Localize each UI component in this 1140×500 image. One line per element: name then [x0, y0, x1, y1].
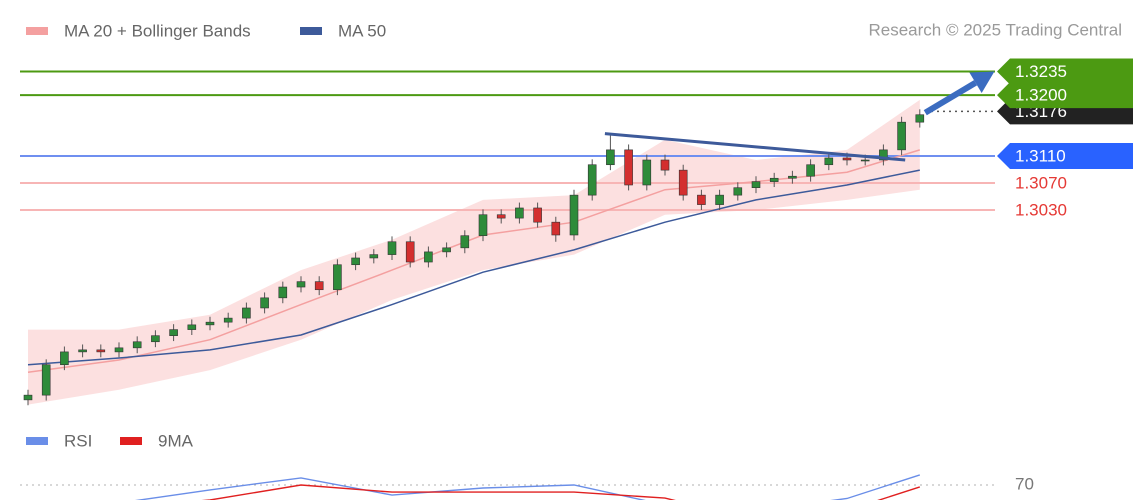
legend-label: MA 20 + Bollinger Bands [64, 21, 251, 40]
candle-body [96, 349, 106, 353]
candle-body [205, 321, 215, 326]
indicator-line [201, 484, 921, 500]
credit: Research © 2025 Trading Central [869, 20, 1123, 39]
level-label: 1.3235 [1015, 62, 1067, 81]
candle-body [642, 159, 652, 186]
projection-arrow [923, 80, 978, 116]
legend-label: MA 50 [338, 21, 386, 40]
candle-body [678, 169, 688, 196]
candle-body [624, 149, 633, 186]
candle-body [879, 149, 888, 161]
candle-body [278, 286, 288, 299]
level-label-box [997, 58, 1133, 85]
arrow-head [969, 71, 995, 94]
candle-body [733, 187, 743, 196]
candle-body [405, 241, 415, 263]
candle-body [788, 175, 797, 179]
candle-body [769, 177, 779, 182]
legend-label: RSI [64, 431, 92, 450]
candle-body [114, 347, 124, 353]
legend-swatch [120, 437, 142, 445]
candle-body [169, 329, 178, 336]
candle-body [260, 297, 269, 309]
level-label: 1.3030 [1015, 200, 1067, 219]
candle-body [533, 207, 542, 223]
candle-body [23, 394, 33, 401]
candle-body [314, 281, 324, 291]
candle-body [60, 351, 69, 366]
candle-body [442, 247, 451, 253]
bollinger-band [28, 99, 920, 405]
candle-body [333, 264, 342, 291]
trendline [604, 132, 906, 162]
candle-body [697, 194, 706, 205]
y-tick-label: 70 [1015, 474, 1034, 493]
candle-body [915, 114, 925, 123]
candle-body [460, 235, 470, 249]
level-label-box [997, 82, 1133, 109]
level-label: 1.3070 [1015, 173, 1067, 192]
candle-body [606, 149, 615, 166]
indicator-line [134, 474, 921, 500]
candle-body [806, 164, 815, 177]
candle-body [242, 307, 251, 319]
candle-body [41, 364, 51, 396]
candle-body [78, 349, 87, 353]
candle-body [387, 241, 397, 255]
candle-body [369, 254, 379, 259]
level-label: 1.3200 [1015, 86, 1067, 105]
candle-body [132, 341, 142, 349]
candle-body [842, 157, 852, 161]
candle-body [515, 207, 524, 219]
legend-swatch [300, 27, 322, 35]
candle-body [751, 181, 761, 189]
candle-body [660, 159, 670, 171]
candle-body [496, 214, 506, 219]
candle-body [187, 324, 197, 330]
candle-body [569, 194, 579, 236]
moving-average [27, 169, 920, 366]
level-label: 1.3110 [1015, 146, 1066, 165]
level-label-box [997, 142, 1133, 169]
candle-body [351, 257, 360, 266]
candle-body [860, 159, 870, 162]
legend-swatch [26, 437, 48, 445]
candle-body [424, 251, 433, 263]
legend-swatch [26, 27, 48, 35]
candle-body [897, 121, 906, 151]
candle-body [715, 194, 724, 205]
candle-body [587, 164, 597, 196]
candle-body [296, 281, 306, 288]
legend-label: 9MA [158, 431, 194, 450]
candle-body [478, 214, 488, 236]
candle-body [223, 317, 233, 323]
candle-body [824, 157, 834, 166]
candle-body [551, 221, 561, 236]
candle-body [151, 335, 160, 343]
